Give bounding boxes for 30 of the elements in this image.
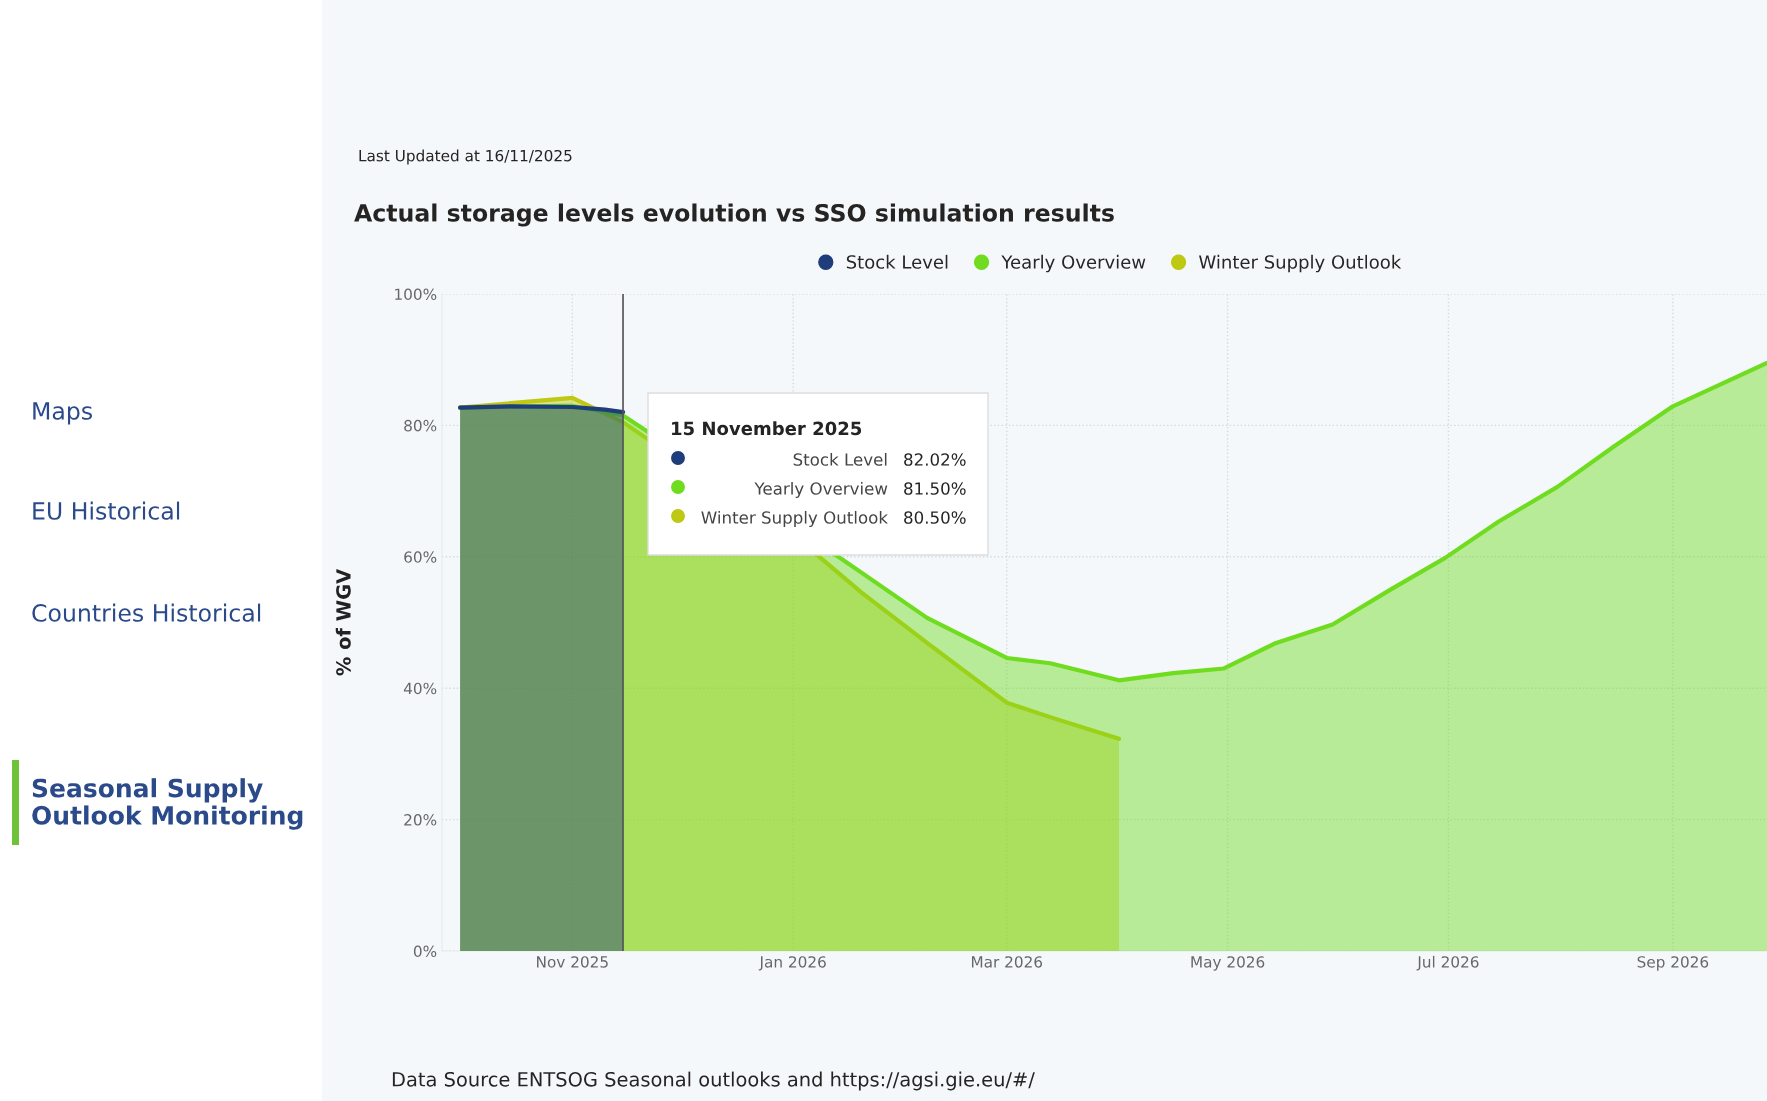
y-tick-label: 60%	[404, 551, 437, 563]
y-tick-label: 100%	[395, 288, 437, 301]
annotation: 15 November 2025	[672, 421, 862, 436]
annotation: Winter Supply Outlook	[701, 510, 888, 528]
annotation: 81.50%	[904, 482, 966, 495]
annotation: 82.02%	[904, 453, 966, 466]
y-tick-label: 20%	[404, 814, 437, 826]
annotation: 80.50%	[904, 511, 966, 524]
chart-title: Actual storage levels evolution vs SSO simulation results	[354, 203, 1114, 227]
text: Seasonal Supply Outlook Monitoring	[32, 778, 303, 830]
y-tick-label: 40%	[403, 682, 437, 695]
legend-label: Yearly Overview	[1001, 254, 1146, 273]
y-tick-label: 0%	[413, 945, 437, 958]
legend-label: Stock Level	[846, 254, 948, 269]
annotation: Stock Level	[793, 452, 887, 466]
x-tick-label: Jul 2026	[1416, 955, 1479, 971]
text: EU Historical	[33, 501, 180, 520]
y-tick-label: 80%	[404, 419, 437, 432]
x-tick-label: Sep 2026	[1637, 956, 1709, 971]
x-tick-label: May 2026	[1191, 956, 1265, 971]
y-axis-title: % of WGV	[335, 568, 351, 676]
legend-label: Winter Supply Outlook	[1199, 254, 1402, 273]
annotation: Yearly Overview	[754, 481, 888, 499]
x-tick-label: Mar 2026	[971, 956, 1043, 968]
text: Last Updated at 16/11/2025	[359, 149, 572, 165]
x-tick-label: Jan 2026	[758, 956, 826, 971]
source-note: Data Source ENTSOG Seasonal outlooks and https://agsi.gie.eu/#/	[392, 1071, 1035, 1091]
text: Maps	[33, 402, 92, 425]
x-tick-label: Nov 2025	[537, 956, 608, 968]
text: Countries Historical	[32, 603, 261, 622]
